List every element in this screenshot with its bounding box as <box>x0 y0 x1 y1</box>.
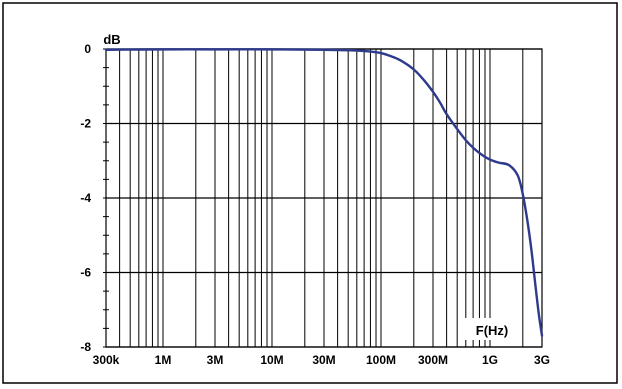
y-tick-labels: 0 -2 -4 -6 -8 <box>80 42 91 354</box>
x-tick-label: 100M <box>366 353 396 367</box>
x-tick-label: 1M <box>155 353 172 367</box>
y-tick-label: -4 <box>80 191 91 205</box>
x-tick-labels: 300k 1M 3M 10M 30M 100M 300M 1G 3G <box>93 353 550 367</box>
y-axis-label: dB <box>103 32 120 47</box>
series <box>104 48 544 338</box>
x-tick-label: 1G <box>482 353 498 367</box>
x-tick-label: 30M <box>312 353 335 367</box>
x-tick-label: 3G <box>534 353 550 367</box>
y-tick-label: -2 <box>80 117 91 131</box>
x-axis-label: F(Hz) <box>476 323 509 338</box>
minor-ticks <box>103 48 109 348</box>
series-line <box>104 48 544 338</box>
x-tick-label: 10M <box>260 353 283 367</box>
y-tick-label: 0 <box>84 42 91 56</box>
y-tick-label: -8 <box>80 340 91 354</box>
y-tick-label: -6 <box>80 266 91 280</box>
grid <box>105 48 543 348</box>
x-tick-label: 3M <box>207 353 224 367</box>
x-label-backdrop <box>464 318 516 340</box>
x-tick-label: 300M <box>418 353 448 367</box>
x-tick-label: 300k <box>93 353 120 367</box>
